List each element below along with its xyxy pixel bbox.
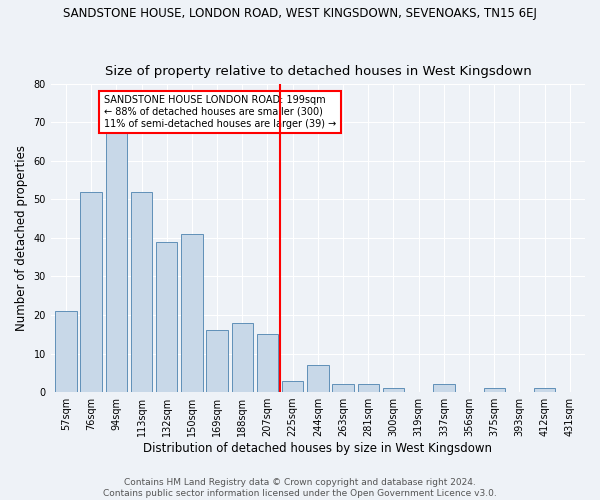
Bar bbox=[282, 380, 304, 392]
Title: Size of property relative to detached houses in West Kingsdown: Size of property relative to detached ho… bbox=[104, 66, 531, 78]
Bar bbox=[307, 365, 329, 392]
Bar bbox=[534, 388, 556, 392]
Text: Contains HM Land Registry data © Crown copyright and database right 2024.
Contai: Contains HM Land Registry data © Crown c… bbox=[103, 478, 497, 498]
Bar bbox=[80, 192, 102, 392]
Text: SANDSTONE HOUSE, LONDON ROAD, WEST KINGSDOWN, SEVENOAKS, TN15 6EJ: SANDSTONE HOUSE, LONDON ROAD, WEST KINGS… bbox=[63, 8, 537, 20]
Bar bbox=[181, 234, 203, 392]
Bar bbox=[484, 388, 505, 392]
Bar bbox=[383, 388, 404, 392]
Bar bbox=[358, 384, 379, 392]
Bar bbox=[232, 322, 253, 392]
Bar bbox=[131, 192, 152, 392]
Bar bbox=[257, 334, 278, 392]
Y-axis label: Number of detached properties: Number of detached properties bbox=[15, 145, 28, 331]
Text: SANDSTONE HOUSE LONDON ROAD: 199sqm
← 88% of detached houses are smaller (300)
1: SANDSTONE HOUSE LONDON ROAD: 199sqm ← 88… bbox=[104, 96, 336, 128]
Bar bbox=[106, 130, 127, 392]
Bar bbox=[332, 384, 354, 392]
Bar bbox=[156, 242, 178, 392]
Bar bbox=[206, 330, 228, 392]
Bar bbox=[433, 384, 455, 392]
X-axis label: Distribution of detached houses by size in West Kingsdown: Distribution of detached houses by size … bbox=[143, 442, 493, 455]
Bar bbox=[55, 311, 77, 392]
